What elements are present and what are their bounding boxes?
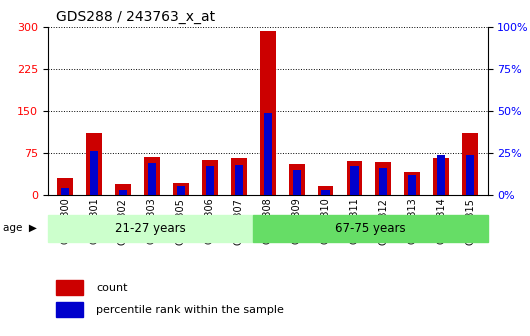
Text: count: count: [96, 283, 128, 293]
Bar: [293, 170, 301, 195]
Text: 67-75 years: 67-75 years: [335, 222, 405, 235]
Bar: [434, 159, 449, 195]
Bar: [57, 302, 83, 317]
Bar: [206, 166, 214, 195]
Bar: [57, 280, 83, 295]
Bar: [61, 188, 69, 195]
Bar: [253, 215, 488, 242]
Bar: [231, 159, 246, 195]
Bar: [119, 190, 127, 195]
Bar: [144, 157, 160, 195]
Text: percentile rank within the sample: percentile rank within the sample: [96, 305, 284, 314]
Bar: [90, 151, 98, 195]
Bar: [437, 155, 445, 195]
Bar: [375, 162, 391, 195]
Bar: [260, 31, 276, 195]
Bar: [173, 182, 189, 195]
Bar: [404, 172, 420, 195]
Bar: [235, 165, 243, 195]
Bar: [350, 166, 358, 195]
Bar: [57, 178, 73, 195]
Bar: [379, 168, 387, 195]
Bar: [347, 161, 363, 195]
Bar: [289, 164, 305, 195]
Text: age  ▶: age ▶: [3, 223, 37, 234]
Text: GDS288 / 243763_x_at: GDS288 / 243763_x_at: [57, 10, 216, 25]
Bar: [263, 113, 272, 195]
Bar: [86, 133, 102, 195]
Text: 21-27 years: 21-27 years: [115, 222, 186, 235]
Bar: [48, 215, 253, 242]
Bar: [202, 160, 218, 195]
Bar: [115, 184, 131, 195]
Bar: [177, 186, 185, 195]
Bar: [462, 133, 478, 195]
Bar: [322, 190, 330, 195]
Bar: [148, 163, 156, 195]
Bar: [466, 155, 474, 195]
Bar: [408, 175, 417, 195]
Bar: [317, 186, 333, 195]
